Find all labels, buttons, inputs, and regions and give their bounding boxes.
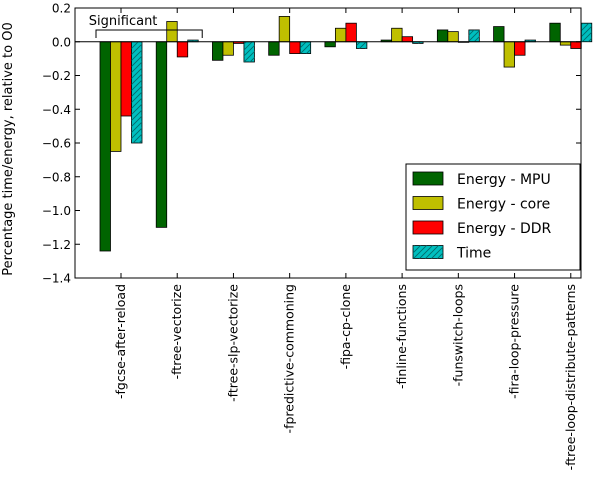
- bar-1-7: [436, 29, 449, 43]
- bar-1-5: [324, 41, 336, 48]
- bar-3-2: [176, 41, 189, 58]
- significant-annotation: Significant: [89, 14, 203, 38]
- significant-label: Significant: [89, 14, 158, 29]
- legend-label-3: Energy - DDR: [457, 221, 552, 237]
- bar-3-9: [570, 41, 582, 49]
- legend-label-4: Time: [456, 246, 491, 262]
- y-axis: 0.2 0.0 −0.2 −0.4 −0.6 −0.8 −1.0 −1.2 −1.4: [42, 2, 581, 286]
- xtick-label-4: -fipa-cp-clone: [338, 284, 353, 370]
- xtick-label-6: -funswitch-loops: [450, 284, 465, 386]
- bar-1-4: [268, 41, 280, 56]
- bars-layer: [99, 16, 593, 252]
- bar-3-1: [120, 41, 132, 117]
- bar-1-8: [493, 26, 505, 43]
- bar-hatch-4-4: [300, 41, 311, 54]
- ytick-label-2: −0.2: [42, 69, 71, 83]
- bar-hatch-4-9: [581, 23, 592, 42]
- legend-swatch-2: [412, 196, 444, 210]
- bar-hatch-4-2: [187, 40, 199, 42]
- bar-3-4: [289, 41, 301, 54]
- bar-hatch-4-6: [412, 41, 424, 44]
- bar-2-1: [110, 41, 122, 152]
- bar-3-8: [514, 41, 526, 56]
- legend-swatch-hatch-4: [413, 245, 443, 259]
- ytick-label-3: −0.4: [42, 103, 71, 117]
- bar-hatch-4-5: [356, 41, 367, 49]
- legend-swatch-1: [412, 171, 444, 186]
- xtick-label-0: -fgcse-after-reload: [113, 284, 128, 399]
- bar-1-3: [212, 41, 224, 61]
- bar-2-4: [278, 16, 291, 43]
- xtick-label-1: -ftree-vectorize: [169, 284, 184, 380]
- y-axis-label: Percentage time/energy, relative to O0: [1, 22, 16, 275]
- bar-2-8: [503, 41, 515, 68]
- legend-label-2: Energy - core: [457, 197, 550, 213]
- xtick-label-3: -fpredictive-commoning: [282, 284, 297, 433]
- ytick-label-8: −1.4: [42, 272, 71, 286]
- legend: Energy - MPU Energy - core Energy - DDR Tim…: [405, 163, 581, 271]
- xtick-label-7: -fira-loop-pressure: [507, 284, 522, 399]
- bar-3-5: [345, 22, 357, 43]
- ytick-label-0: 0.2: [52, 2, 71, 16]
- bar-1-2: [155, 41, 168, 228]
- bar-2-7: [447, 31, 459, 43]
- x-axis: -fgcse-after-reload -ftree-vectorize -ftre…: [113, 8, 578, 470]
- xtick-label-8: -ftree-loop-distribute-patterns: [563, 284, 578, 470]
- xtick-label-2: -ftree-slp-vectorize: [225, 284, 240, 402]
- legend-swatch-3: [412, 220, 444, 235]
- bar-2-5: [334, 27, 347, 43]
- bar-2-2: [166, 21, 178, 43]
- ytick-label-6: −1.0: [42, 204, 71, 218]
- bar-1-9: [549, 22, 561, 43]
- significant-bracket: [95, 29, 203, 38]
- bar-2-9: [559, 41, 572, 46]
- bar-hatch-4-1: [131, 41, 142, 143]
- legend-label-1: Energy - MPU: [457, 172, 551, 188]
- ytick-label-5: −0.8: [42, 170, 71, 184]
- ytick-label-4: −0.6: [42, 137, 71, 151]
- bar-3-6: [401, 36, 414, 43]
- xtick-label-5: -finline-functions: [394, 284, 409, 389]
- bar-hatch-4-3: [243, 41, 255, 62]
- bar-2-6: [391, 27, 403, 43]
- bar-hatch-4-8: [525, 40, 536, 42]
- bar-1-1: [99, 41, 111, 252]
- ytick-label-1: 0.0: [52, 35, 71, 49]
- bar-hatch-4-7: [468, 29, 480, 42]
- ytick-label-7: −1.2: [42, 238, 71, 252]
- bar-2-3: [222, 41, 234, 56]
